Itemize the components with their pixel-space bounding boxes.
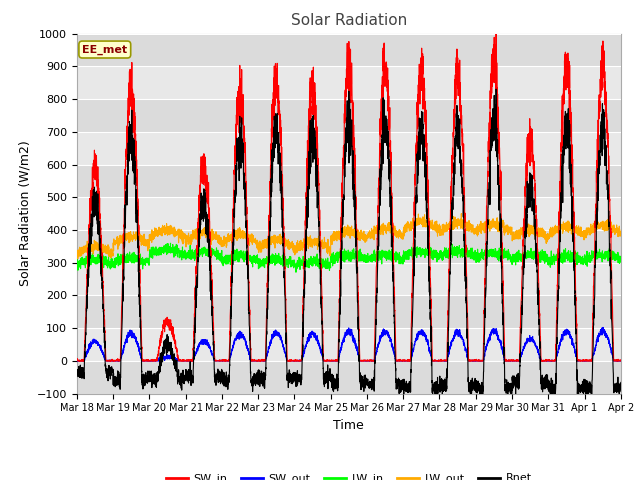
Y-axis label: Solar Radiation (W/m2): Solar Radiation (W/m2) bbox=[18, 141, 31, 287]
Bar bbox=[77, 230, 621, 263]
Bar bbox=[77, 295, 621, 328]
Bar bbox=[77, 34, 621, 66]
X-axis label: Time: Time bbox=[333, 419, 364, 432]
Bar bbox=[77, 99, 621, 132]
Legend: SW_in, SW_out, LW_in, LW_out, Rnet: SW_in, SW_out, LW_in, LW_out, Rnet bbox=[161, 469, 536, 480]
Text: EE_met: EE_met bbox=[82, 44, 127, 55]
Bar bbox=[77, 165, 621, 197]
Title: Solar Radiation: Solar Radiation bbox=[291, 13, 407, 28]
Bar bbox=[77, 361, 621, 394]
